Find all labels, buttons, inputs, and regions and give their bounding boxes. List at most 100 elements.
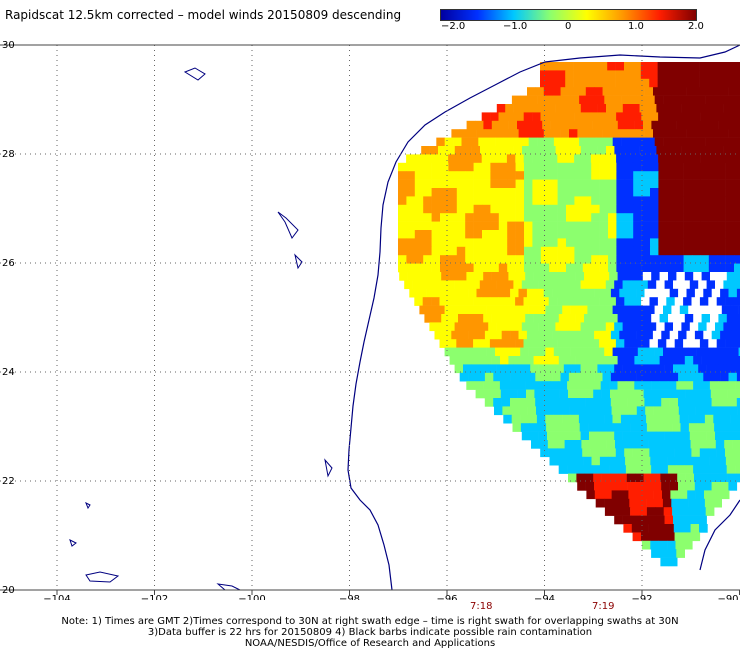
swath-cell [629, 498, 638, 508]
swath-cell [414, 230, 424, 239]
swath-cell [599, 246, 609, 256]
swath-cell [627, 398, 637, 407]
swath-cell [689, 364, 699, 374]
swath-cell [543, 288, 553, 298]
swath-cell [725, 263, 735, 273]
swath-cell [527, 87, 536, 96]
colorbar-tick: −2.0 [441, 21, 466, 32]
swath-cell [481, 339, 491, 348]
swath-cell [614, 364, 623, 374]
swath-cell [656, 280, 665, 290]
swath-cell [630, 423, 639, 432]
swath-cell [678, 490, 688, 500]
swath-cell [520, 137, 529, 147]
swath-cell [713, 305, 723, 315]
swath-cell [652, 473, 661, 483]
swath-cell [577, 330, 586, 340]
swath-cell [488, 364, 497, 374]
swath-cell [716, 297, 726, 306]
swath-cell [716, 62, 726, 71]
swath-cell [566, 263, 575, 273]
swath-cell [533, 356, 543, 365]
swath-cell [669, 372, 679, 382]
swath-cell [666, 238, 676, 248]
swath-cell [711, 482, 721, 491]
swath-cell [620, 490, 629, 500]
swath-cell [471, 280, 481, 290]
swath-cell [553, 95, 563, 105]
swath-cell [731, 280, 740, 290]
swath-cell [700, 196, 710, 206]
swath-cell [688, 423, 698, 432]
swath-cell [624, 238, 634, 248]
swath-cell [526, 372, 536, 382]
swath-cell [557, 154, 566, 164]
swath-cell [530, 146, 540, 155]
swath-cell [476, 288, 486, 298]
swath-cell [491, 272, 501, 281]
swath-cell [523, 112, 533, 122]
swath-cell [654, 498, 664, 508]
swath-cell [525, 120, 535, 130]
swath-cell [553, 414, 563, 424]
swath-cell [590, 297, 600, 306]
swath-cell [592, 465, 601, 474]
swath-cell [717, 204, 726, 214]
swath-cell [471, 146, 481, 155]
swath-cell [458, 314, 467, 323]
swath-cell [624, 213, 634, 222]
swath-cell [570, 95, 580, 105]
swath-cell [600, 465, 610, 474]
swath-cell [639, 104, 649, 113]
swath-cell [618, 473, 628, 483]
swath-cell [701, 314, 711, 323]
swath-cell [580, 146, 590, 155]
swath-cell [533, 381, 543, 390]
swath-cell [616, 171, 626, 180]
swath-cell [675, 179, 684, 189]
swath-cell [485, 129, 494, 138]
swath-cell [738, 347, 740, 357]
swath-cell [666, 230, 676, 239]
swath-cell [490, 230, 500, 239]
swath-cell [735, 356, 740, 365]
swath-cell [602, 372, 612, 382]
swath-cell [629, 305, 639, 315]
colorbar-tick: 1.0 [628, 21, 644, 32]
swath-cell [498, 221, 508, 231]
swath-cell [577, 398, 586, 407]
swath-cell [698, 104, 708, 113]
swath-cell [447, 297, 457, 306]
swath-cell [683, 162, 693, 172]
swath-cell [733, 448, 740, 458]
swath-cell [454, 280, 464, 290]
swath-cell [475, 389, 485, 399]
swath-cell [725, 204, 735, 214]
swath-cell [598, 440, 607, 449]
swath-cell [639, 280, 649, 290]
swath-cell [573, 297, 583, 306]
swath-cell [513, 364, 523, 374]
swath-cell [520, 414, 529, 424]
swath-cell [700, 213, 710, 222]
swath-cell [568, 473, 577, 483]
x-tick-label: −94 [534, 594, 555, 600]
swath-cell [478, 347, 487, 357]
swath-cell [591, 213, 600, 222]
swath-cell [423, 188, 432, 197]
swath-cell [520, 347, 529, 357]
swath-cell [566, 179, 575, 189]
swath-cell [473, 179, 483, 189]
swath-cell [498, 339, 507, 348]
swath-cell [674, 154, 684, 164]
swath-cell [624, 62, 633, 71]
swath-cell [423, 196, 432, 206]
swath-cell [559, 120, 568, 130]
swath-cell [667, 540, 676, 550]
swath-cell [580, 322, 590, 332]
swath-cell [631, 524, 641, 533]
swath-cell [606, 146, 615, 155]
swath-cell [548, 62, 558, 71]
swath-cell [691, 297, 701, 306]
swath-cell [700, 162, 710, 172]
